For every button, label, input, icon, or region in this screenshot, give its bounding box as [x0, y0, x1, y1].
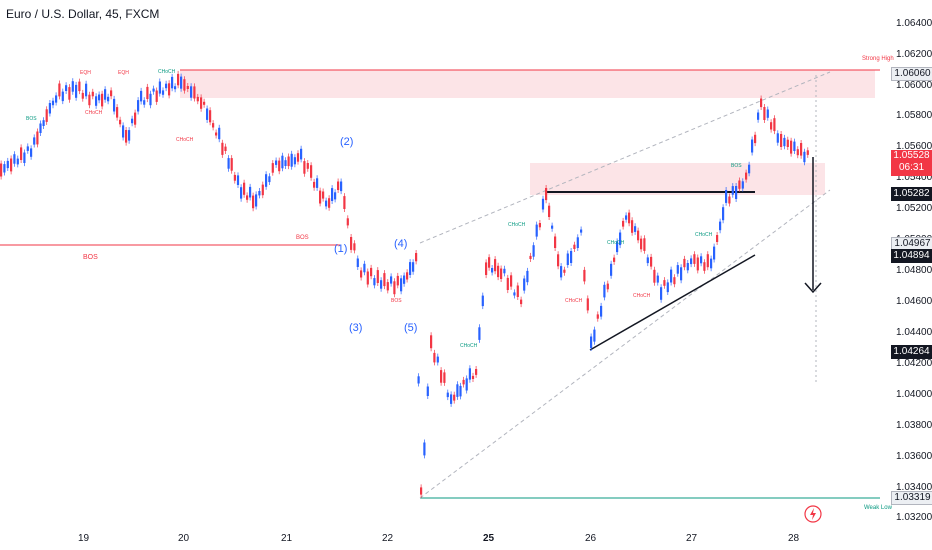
price-label: 1.04600 [896, 296, 932, 307]
strong-high-label: Strong High [862, 56, 894, 62]
countdown-timer: 06:31 [898, 162, 925, 173]
choch-label-1: CHoCH [158, 69, 176, 75]
time-label: 26 [585, 533, 597, 544]
choch-label-9: CHoCH [633, 293, 651, 299]
time-label: 22 [382, 533, 394, 544]
price-label: 1.05400 [896, 172, 932, 183]
choch-label-5: CHoCH [607, 240, 625, 246]
bos-label-main: BOS [83, 254, 98, 261]
wave-label-1: (1) [334, 243, 348, 255]
level-a-tag: 1.05282 [891, 187, 932, 201]
time-label: 20 [178, 533, 190, 544]
price-label: 1.04200 [896, 358, 932, 369]
time-label: 25 [483, 533, 495, 544]
time-label: 27 [686, 533, 698, 544]
price-label: 1.06400 [896, 18, 932, 29]
choch-label-4: CHoCH [508, 222, 526, 228]
eqh-label-2: EQH [118, 70, 129, 76]
level-d-tag: 1.04264 [891, 345, 932, 359]
price-label: 1.06200 [896, 49, 932, 60]
price-label: 1.04000 [896, 389, 932, 400]
choch-label-6: CHoCH [695, 232, 713, 238]
choch-label-7: CHoCH [460, 343, 478, 349]
price-label: 1.05600 [896, 141, 932, 152]
wave-label-3: (3) [349, 322, 363, 334]
wave-label-2: (2) [340, 136, 354, 148]
support-trendline [589, 254, 756, 351]
wave-label-4: (4) [394, 238, 408, 250]
price-label: 1.04800 [896, 265, 932, 276]
price-label: 1.06000 [896, 80, 932, 91]
choch-label-3: CHoCH [176, 137, 194, 143]
channel-lower [419, 189, 831, 499]
bos-label-4: BOS [731, 163, 742, 169]
time-label: 19 [78, 533, 90, 544]
price-label: 1.04400 [896, 327, 932, 338]
strong-high-price-tag: 1.06060 [891, 67, 932, 81]
price-label: 1.03400 [896, 482, 932, 493]
supply-zone [530, 163, 825, 195]
bos-label-2: BOS [296, 235, 309, 241]
chart-title: Euro / U.S. Dollar, 45, FXCM [6, 7, 160, 21]
bos-label-3: BOS [26, 116, 37, 122]
time-label: 21 [281, 533, 293, 544]
price-label: 1.03600 [896, 451, 932, 462]
candles [0, 70, 809, 498]
wave-label-5: (5) [404, 322, 418, 334]
time-label: 28 [788, 533, 800, 544]
price-label: 1.03800 [896, 420, 932, 431]
target-arrow-head [804, 282, 822, 294]
price-chart[interactable] [0, 0, 880, 520]
price-label: 1.05800 [896, 110, 932, 121]
price-label: 1.03200 [896, 512, 932, 523]
price-label: 1.05200 [896, 203, 932, 214]
weak-low-label: Weak Low [864, 505, 892, 511]
weak-low-price-tag: 1.03319 [891, 491, 932, 505]
eqh-label-1: EQH [80, 70, 91, 76]
choch-label-2: CHoCH [85, 110, 103, 116]
choch-label-8: CHoCH [565, 298, 583, 304]
current-price-value: 1.05528 [893, 150, 930, 161]
level-c-tag: 1.04894 [891, 249, 932, 263]
bos-label-5: BOS [391, 298, 402, 304]
lightning-icon[interactable] [804, 505, 822, 523]
current-price-tag: 1.05528 06:31 [891, 150, 932, 176]
strong-high-zone [180, 70, 875, 98]
